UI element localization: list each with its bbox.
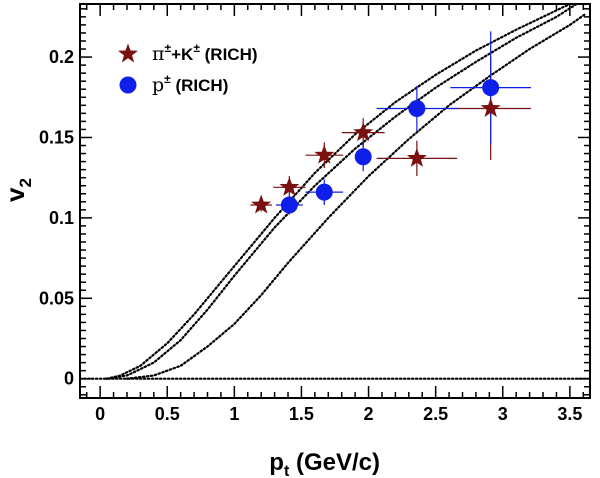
model-curve-1 — [105, 4, 571, 380]
star-marker — [314, 144, 335, 164]
circle-marker — [482, 79, 500, 97]
star-marker — [480, 98, 501, 118]
x-tick-label: 1 — [229, 404, 239, 424]
legend-entry-1: π±+K± (RICH) — [152, 41, 258, 65]
model-curve-2 — [105, 4, 578, 380]
circle-marker — [354, 148, 372, 166]
legend-text: π — [152, 43, 165, 65]
circle-marker — [315, 183, 333, 201]
legend-sup: ± — [165, 41, 172, 55]
x-tick-label: 0 — [95, 404, 105, 424]
y-axis-ticks: 0 0.05 0.1 0.15 0.2 — [39, 8, 590, 396]
legend-sup: ± — [164, 72, 171, 86]
circle-marker — [280, 196, 298, 214]
legend-text: +K — [171, 45, 194, 64]
star-marker — [406, 147, 427, 167]
legend-circle-marker — [119, 76, 137, 94]
x-tick-label: 3 — [498, 404, 508, 424]
star-marker — [251, 194, 272, 214]
legend-text: (RICH) — [200, 45, 258, 64]
x-tick-label: 3.5 — [557, 404, 582, 424]
y-axis-label: v2 — [0, 178, 35, 202]
x-tick-label: 0.5 — [155, 404, 180, 424]
x-tick-label: 2 — [364, 404, 374, 424]
y-axis-label-sub: 2 — [16, 178, 35, 187]
legend-sup: ± — [193, 41, 200, 55]
legend-star-marker — [118, 43, 138, 63]
x-tick-label: 1.5 — [289, 404, 314, 424]
circle-marker — [408, 100, 426, 118]
data-markers — [251, 79, 501, 214]
legend-entry-2: p± (RICH) — [152, 72, 228, 96]
x-axis-ticks: 0 0.5 1 1.5 2 2.5 3 3.5 — [85, 4, 585, 424]
legend-text: p — [152, 74, 164, 96]
y-axis-label-main: v — [0, 187, 30, 202]
legend-text: (RICH) — [171, 76, 229, 95]
plot-frame — [79, 3, 591, 399]
star-marker — [279, 176, 300, 196]
x-tick-label: 2.5 — [423, 404, 448, 424]
star-marker — [353, 122, 374, 142]
legend: π±+K± (RICH)p± (RICH) — [118, 41, 258, 96]
x-axis-label-rest: (GeV/c) — [289, 449, 380, 476]
y-tick-label: 0.05 — [39, 288, 74, 308]
y-tick-label: 0.2 — [49, 47, 74, 67]
x-axis-label-main: p — [269, 449, 284, 476]
x-axis-label: pt (GeV/c) — [269, 449, 380, 478]
model-curves — [80, 4, 590, 380]
y-tick-label: 0 — [64, 369, 74, 389]
model-curve-3 — [125, 12, 588, 380]
x-axis-label-sub: t — [284, 463, 290, 478]
y-tick-label: 0.15 — [39, 127, 74, 147]
y-tick-label: 0.1 — [49, 208, 74, 228]
